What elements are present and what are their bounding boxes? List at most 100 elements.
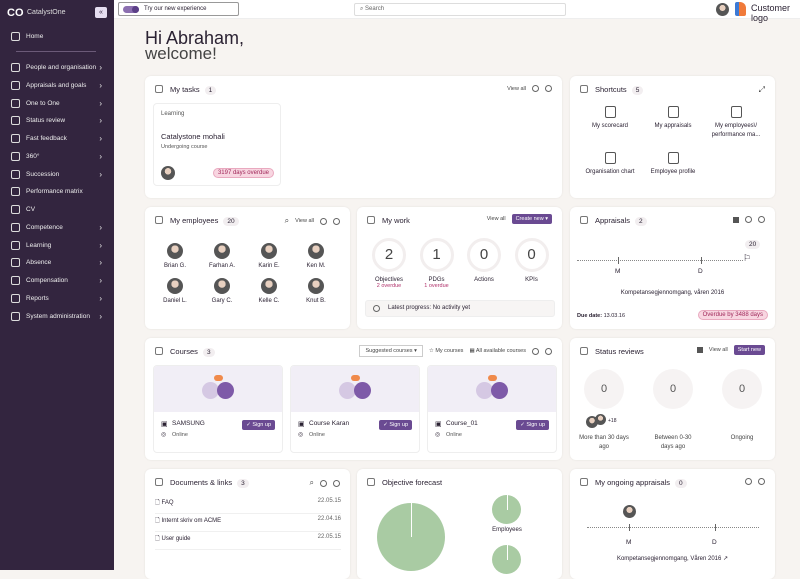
course-card[interactable]: ▣ Course_01 ◎ Online ✓ Sign up: [427, 365, 557, 453]
view-all-link[interactable]: View all: [708, 347, 728, 353]
label: Appraisals and goals: [26, 81, 87, 89]
document-item[interactable]: 🗋 Internt skriv om ACME 22.04.16: [155, 516, 341, 532]
employee[interactable]: Knut B.: [294, 278, 338, 304]
shortcut-item[interactable]: My employees\/ performance ma...: [706, 106, 766, 140]
sidebar-item[interactable]: Absence ›: [0, 254, 114, 271]
appraisal-link[interactable]: Kompetansegjennomgang, Våren 2016 ↗: [616, 556, 729, 562]
menu-icon: [11, 98, 20, 108]
info-icon[interactable]: [745, 216, 752, 223]
collapse-icon[interactable]: [758, 478, 765, 485]
doc-name: Internt skriv om ACME: [161, 518, 222, 524]
collapse-icon[interactable]: [758, 216, 765, 223]
new-experience-toggle[interactable]: Try our new experience: [118, 2, 239, 16]
sign-up-button[interactable]: ✓ Sign up: [516, 420, 549, 430]
sidebar-item[interactable]: Compensation ›: [0, 272, 114, 289]
pie-chart-main: [377, 503, 445, 571]
card-title: My tasks 1: [170, 85, 217, 95]
view-all-link[interactable]: View all: [486, 216, 506, 222]
sidebar-item[interactable]: Performance matrix: [0, 183, 114, 200]
employee[interactable]: Karin E.: [247, 243, 291, 269]
sidebar-item[interactable]: Succession ›: [0, 166, 114, 183]
sidebar-item[interactable]: Competence ›: [0, 219, 114, 236]
sidebar-item[interactable]: Reports ›: [0, 290, 114, 307]
collapse-icon[interactable]: [333, 479, 340, 487]
employee[interactable]: Kelle C.: [247, 278, 291, 304]
create-new-button[interactable]: Create new ▾: [511, 214, 552, 224]
employee[interactable]: Daniel L.: [153, 278, 197, 304]
sidebar-item[interactable]: 360° ›: [0, 148, 114, 165]
stat-value[interactable]: 0: [514, 238, 549, 272]
status-count[interactable]: 0: [722, 369, 762, 409]
view-all-link[interactable]: View all: [295, 218, 314, 224]
my-courses-link[interactable]: ☆ My courses: [428, 348, 464, 354]
sidebar-item[interactable]: Appraisals and goals ›: [0, 77, 114, 94]
shortcut-item[interactable]: My appraisals: [643, 106, 703, 131]
info-icon[interactable]: [532, 347, 539, 355]
appraisal-name[interactable]: Kompetansegjennomgang, våren 2016: [620, 290, 725, 296]
course-card[interactable]: ▣ SAMSUNG ◎ Online ✓ Sign up: [153, 365, 283, 453]
stat-value[interactable]: 0: [467, 238, 501, 272]
chevron-right-icon: ›: [99, 134, 102, 143]
timeline-label: D: [698, 268, 703, 275]
search-icon[interactable]: ⌕: [309, 478, 314, 487]
task-card[interactable]: Learning Catalystone mohali Undergoing c…: [153, 103, 281, 186]
sidebar-item[interactable]: System administration ›: [0, 308, 114, 325]
sign-up-button[interactable]: ✓ Sign up: [242, 420, 275, 430]
status-count[interactable]: 0: [584, 369, 624, 409]
chevron-right-icon: ›: [99, 63, 102, 72]
shortcut-item[interactable]: Employee profile: [643, 152, 703, 177]
course-filter-dropdown[interactable]: Suggested courses ▾: [359, 345, 423, 357]
file-icon: 🗋: [155, 500, 160, 506]
appraisals-card: Appraisals 2 20 ⚐ M D Kompetansegjennomga…: [570, 207, 775, 329]
course-card[interactable]: ▣ Course Karan ◎ Online ✓ Sign up: [290, 365, 420, 453]
collapse-icon[interactable]: [545, 85, 552, 92]
label: Succession: [26, 170, 60, 178]
location-icon: ◎: [161, 432, 167, 438]
status-count[interactable]: 0: [653, 369, 693, 409]
shortcut-item[interactable]: Organisation chart: [580, 152, 640, 177]
sidebar-item[interactable]: One to One ›: [0, 95, 114, 112]
stat-value[interactable]: 2: [372, 238, 406, 272]
document-item[interactable]: 🗋 FAQ 22.05.15: [155, 498, 341, 514]
employee[interactable]: Gary C.: [200, 278, 244, 304]
employee[interactable]: Brian G.: [153, 243, 197, 269]
shortcut-item[interactable]: My scorecard: [580, 106, 640, 131]
expand-icon[interactable]: ⤢: [758, 85, 765, 94]
stat-label: Actions: [474, 277, 494, 283]
pie-chart-employees: [492, 495, 521, 524]
collapse-icon[interactable]: [320, 217, 327, 225]
chart-icon[interactable]: [696, 347, 703, 353]
label: One to One: [26, 99, 60, 107]
chevron-right-icon: ›: [99, 80, 102, 90]
view-all-link[interactable]: View all: [507, 85, 526, 92]
documents-card: Documents & links 3 ⌕ 🗋 FAQ 22.05.15 🗋 Inte…: [145, 469, 350, 579]
sign-up-button[interactable]: ✓ Sign up: [379, 420, 412, 430]
sidebar-item-home[interactable]: Home: [0, 28, 114, 45]
start-new-button[interactable]: Start new: [733, 345, 765, 355]
stat-value[interactable]: 1: [419, 238, 454, 272]
label: My appraisals: [654, 123, 692, 129]
info-icon[interactable]: [320, 479, 327, 487]
sidebar-item[interactable]: People and organisation ›: [0, 59, 114, 76]
collapse-sidebar-button[interactable]: «: [95, 7, 107, 18]
collapse-icon[interactable]: [545, 347, 552, 355]
sidebar-item[interactable]: Fast feedback ›: [0, 130, 114, 147]
info-icon[interactable]: [745, 478, 752, 485]
sidebar-item[interactable]: CV: [0, 201, 114, 218]
info-icon[interactable]: [532, 85, 539, 92]
employee[interactable]: Farhan A.: [200, 243, 244, 269]
avatar: [261, 278, 277, 294]
sidebar-item[interactable]: Status review ›: [0, 112, 114, 129]
menu-icon: [11, 169, 20, 179]
employee-name: Knut B.: [306, 298, 326, 304]
search-input[interactable]: ⌕ Search: [354, 3, 566, 16]
employee-name: Gary C.: [211, 298, 233, 304]
info-icon[interactable]: [333, 217, 340, 225]
document-item[interactable]: 🗋 User guide 22.05.15: [155, 534, 341, 550]
sidebar-item[interactable]: Learning ›: [0, 237, 114, 254]
all-courses-link[interactable]: ▦ All available courses: [469, 348, 526, 354]
employee[interactable]: Ken M.: [294, 243, 338, 269]
chart-icon[interactable]: [733, 216, 739, 223]
user-avatar[interactable]: [716, 3, 729, 16]
search-icon[interactable]: ⌕: [284, 216, 290, 225]
